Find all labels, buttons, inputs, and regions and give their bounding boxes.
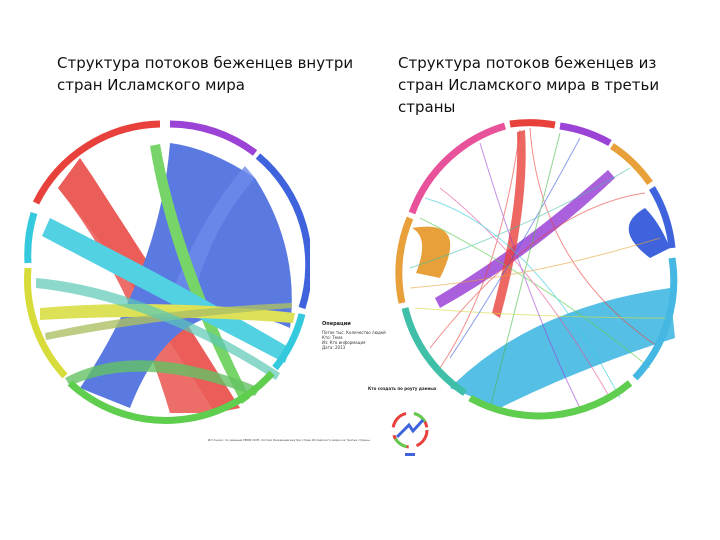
title-left: Структура потоков беженцев внутри стран … xyxy=(57,54,354,94)
chord-diagram-right xyxy=(395,119,678,420)
legend-heading: Операции xyxy=(322,321,351,327)
ribbon-teal xyxy=(36,278,280,380)
arc-purple-left xyxy=(169,120,258,156)
arc-cyan-left xyxy=(272,313,306,371)
arc-blue-left xyxy=(255,153,310,310)
legend-line: Из: Кто информация xyxy=(322,340,366,345)
logo xyxy=(391,411,429,456)
arc-yellow-left xyxy=(24,267,68,379)
chord-arcs-left xyxy=(24,120,310,424)
arc-cyan2-left xyxy=(24,211,38,264)
ribbon-red-right xyxy=(492,130,526,318)
chord-ribbons-left xyxy=(36,143,295,413)
ribbon-olive xyxy=(45,303,292,340)
ribbon-cyan xyxy=(42,218,290,363)
chord-thin-lines-right xyxy=(409,127,666,409)
ribbon-orange xyxy=(412,226,451,278)
chord-arcs-right xyxy=(395,119,678,420)
legend-line: Кто: Тема xyxy=(322,335,343,340)
chord-diagram-left xyxy=(24,120,310,424)
ribbon-purple-big xyxy=(435,170,615,308)
legend-bottom-label: Кто создать по роуту данных xyxy=(368,386,437,391)
legend-box: Операции Поток тыс. Количество людей Кто… xyxy=(322,321,392,351)
legend-line: Дата: 2013 xyxy=(322,345,346,350)
arc-green-left xyxy=(67,370,275,424)
ribbon-blue-right xyxy=(628,208,670,258)
arc-red-left xyxy=(32,120,161,205)
title-right: Структура потоков беженцев из стран Исла… xyxy=(398,54,660,116)
ribbon-green-2 xyxy=(65,360,260,396)
chord-ribbons-right xyxy=(412,130,675,408)
legend-line: Поток тыс. Количество людей xyxy=(322,330,386,335)
footnote-text: Источник: по данным УВКБ ООН; потоки беж… xyxy=(208,438,371,442)
ribbon-green xyxy=(150,144,250,404)
